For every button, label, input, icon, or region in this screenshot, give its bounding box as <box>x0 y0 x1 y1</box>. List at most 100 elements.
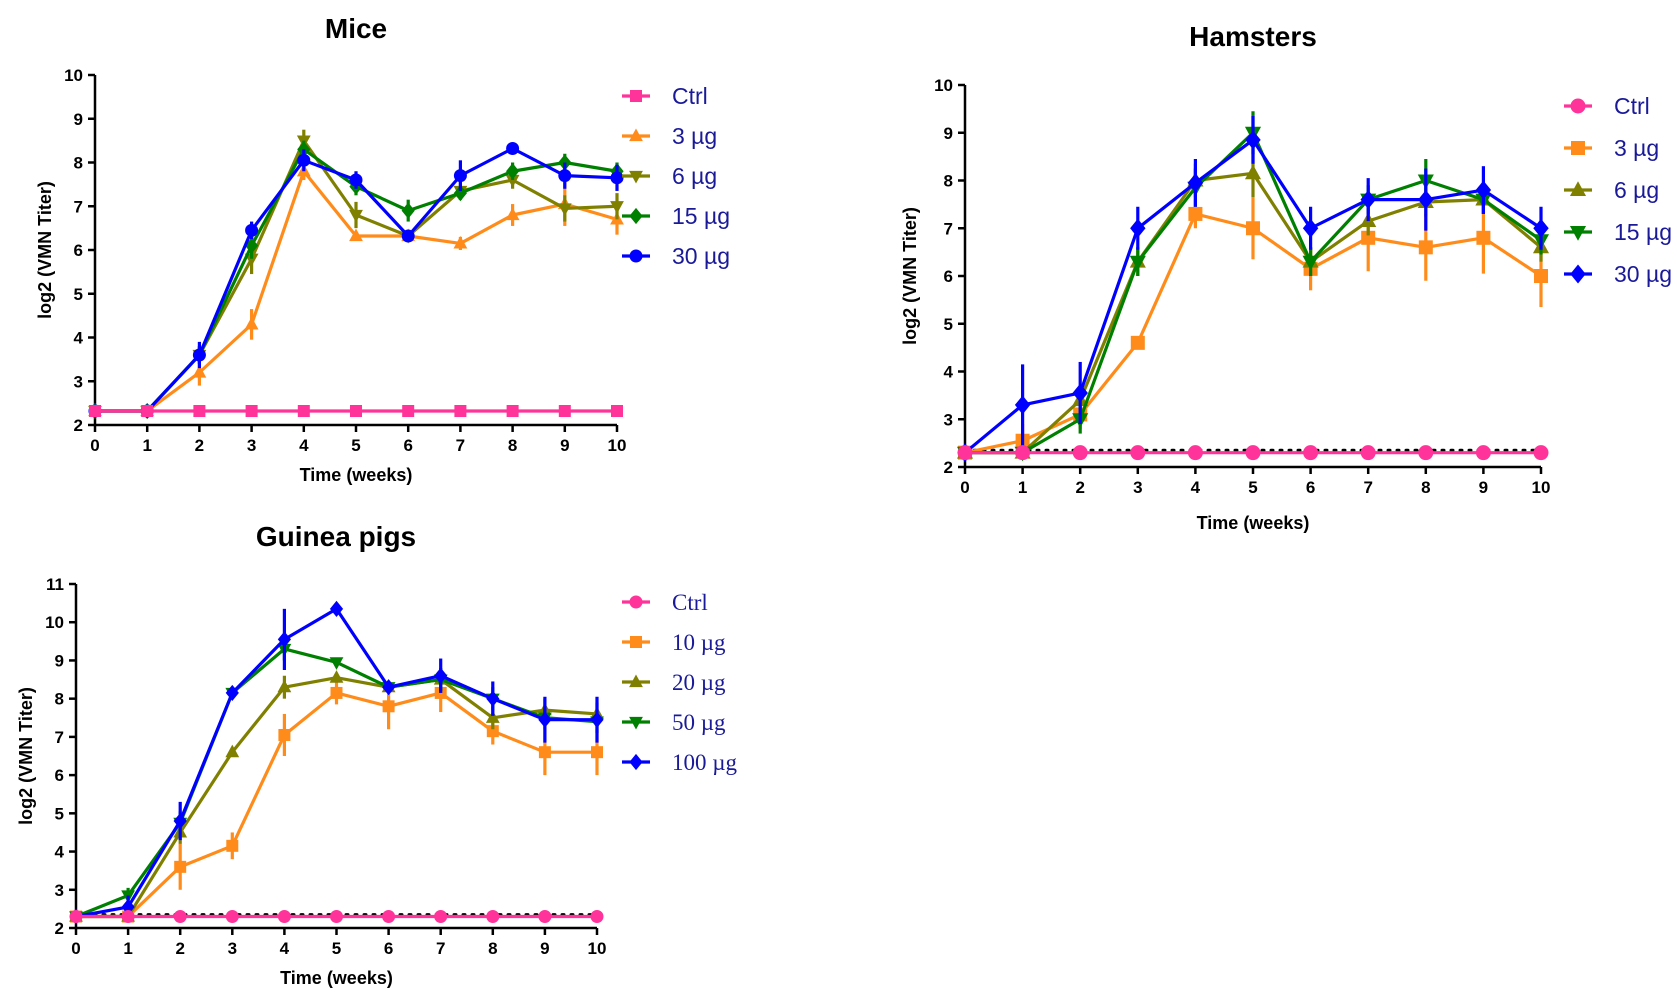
data-point <box>244 316 259 330</box>
chart-mice: Mice 2 3 4 5 6 7 8 9 10 0 1 2 3 4 5 6 7 8 9 10 Time (weeks) lo… <box>35 13 730 485</box>
y-tick-label: 7 <box>55 728 64 747</box>
legend-marker <box>629 249 643 263</box>
legend-entry: 30 µg <box>622 243 730 269</box>
y-axis-label: log2 (VMN Titer) <box>900 207 920 345</box>
data-point <box>277 910 291 924</box>
y-tick-label: 8 <box>74 154 83 173</box>
series-3-ug <box>88 162 624 417</box>
data-point <box>505 174 520 188</box>
legend-entry: Ctrl <box>622 83 708 109</box>
data-point <box>277 679 292 693</box>
y-tick-label: 9 <box>55 651 64 670</box>
data-point <box>486 910 500 924</box>
data-point <box>486 690 500 707</box>
x-tick-label: 10 <box>608 436 627 455</box>
legend-label: 6 µg <box>672 163 717 189</box>
data-point <box>1187 173 1204 193</box>
data-point <box>350 405 362 417</box>
data-point <box>173 910 187 924</box>
legend-label: 10 µg <box>672 630 726 655</box>
legend-entry: 6 µg <box>622 163 717 189</box>
data-point <box>193 405 206 417</box>
x-tick-label: 8 <box>488 939 497 958</box>
data-point <box>506 163 520 180</box>
legend-marker <box>1569 226 1587 241</box>
data-point <box>349 228 363 242</box>
y-tick-label: 6 <box>944 267 953 286</box>
legend-entry: 50 µg <box>622 710 726 735</box>
y-axis-label: log2 (VMN Titer) <box>35 181 55 319</box>
x-tick-label: 7 <box>436 939 445 958</box>
y-tick-label: 10 <box>64 66 83 85</box>
data-point <box>382 910 396 924</box>
data-point <box>1303 445 1319 461</box>
data-point <box>1188 206 1203 221</box>
y-tick-label: 8 <box>55 690 64 709</box>
data-point <box>611 405 623 417</box>
x-axis-label: Time (weeks) <box>280 968 393 988</box>
y-tick-label: 6 <box>55 766 64 785</box>
data-point <box>506 142 520 155</box>
y-tick-label: 7 <box>74 197 83 216</box>
y-tick-label: 11 <box>46 575 64 594</box>
y-tick-label: 10 <box>45 613 64 632</box>
legend-label: 100 µg <box>672 750 738 775</box>
legend-entry: 10 µg <box>622 630 726 655</box>
series-line <box>76 691 597 919</box>
data-point <box>225 910 239 924</box>
series-Ctrl <box>89 405 623 417</box>
x-tick-label: 4 <box>1191 478 1201 497</box>
data-point <box>453 169 467 183</box>
x-tick-label: 8 <box>1421 478 1430 497</box>
legend-marker <box>629 674 643 688</box>
data-point <box>558 405 571 417</box>
data-point <box>538 910 552 924</box>
data-point <box>382 700 395 713</box>
data-point <box>957 445 973 461</box>
x-tick-label: 6 <box>1306 478 1315 497</box>
data-point <box>486 725 499 738</box>
data-point <box>538 711 552 728</box>
y-tick-label: 10 <box>934 76 953 95</box>
data-point <box>121 910 135 924</box>
data-point <box>610 201 624 214</box>
chart-title: Hamsters <box>1189 21 1317 52</box>
data-point <box>1129 255 1146 271</box>
data-point <box>278 728 291 741</box>
legend-marker <box>1570 98 1586 114</box>
y-tick-label: 3 <box>55 881 64 900</box>
data-point <box>1130 335 1145 350</box>
data-point <box>485 710 500 723</box>
data-point <box>330 686 343 699</box>
series-3-ug <box>958 197 1548 460</box>
y-tick-label: 3 <box>74 372 83 391</box>
x-tick-label: 3 <box>1133 478 1142 497</box>
x-tick-label: 10 <box>1532 478 1551 497</box>
data-point <box>141 405 154 417</box>
data-point <box>382 679 396 696</box>
legend-entry: Ctrl <box>622 590 708 615</box>
data-point <box>329 670 344 683</box>
legend-label: Ctrl <box>672 83 708 109</box>
data-point <box>192 348 206 362</box>
data-point <box>297 153 311 167</box>
y-axis-label: log2 (VMN Titer) <box>16 687 36 825</box>
series-Ctrl <box>957 445 1549 461</box>
x-tick-label: 1 <box>123 939 132 958</box>
legend-marker <box>629 716 643 730</box>
data-point <box>434 667 448 684</box>
legend-label: 6 µg <box>1614 177 1659 203</box>
data-point <box>245 405 258 417</box>
chart-hamsters: Hamsters 2 3 4 5 6 7 8 9 10 0 1 2 3 4 5 6 7 8 9 10 Time (week… <box>900 21 1672 533</box>
data-point <box>1418 445 1434 461</box>
legend-entry: 3 µg <box>622 123 717 149</box>
data-point <box>297 405 310 417</box>
legend-label: 30 µg <box>672 243 730 269</box>
y-tick-label: 9 <box>74 110 83 129</box>
data-point <box>506 405 519 417</box>
y-tick-label: 7 <box>944 219 953 238</box>
series-100-ug <box>69 600 604 925</box>
data-point <box>192 365 207 378</box>
data-point <box>277 631 291 648</box>
